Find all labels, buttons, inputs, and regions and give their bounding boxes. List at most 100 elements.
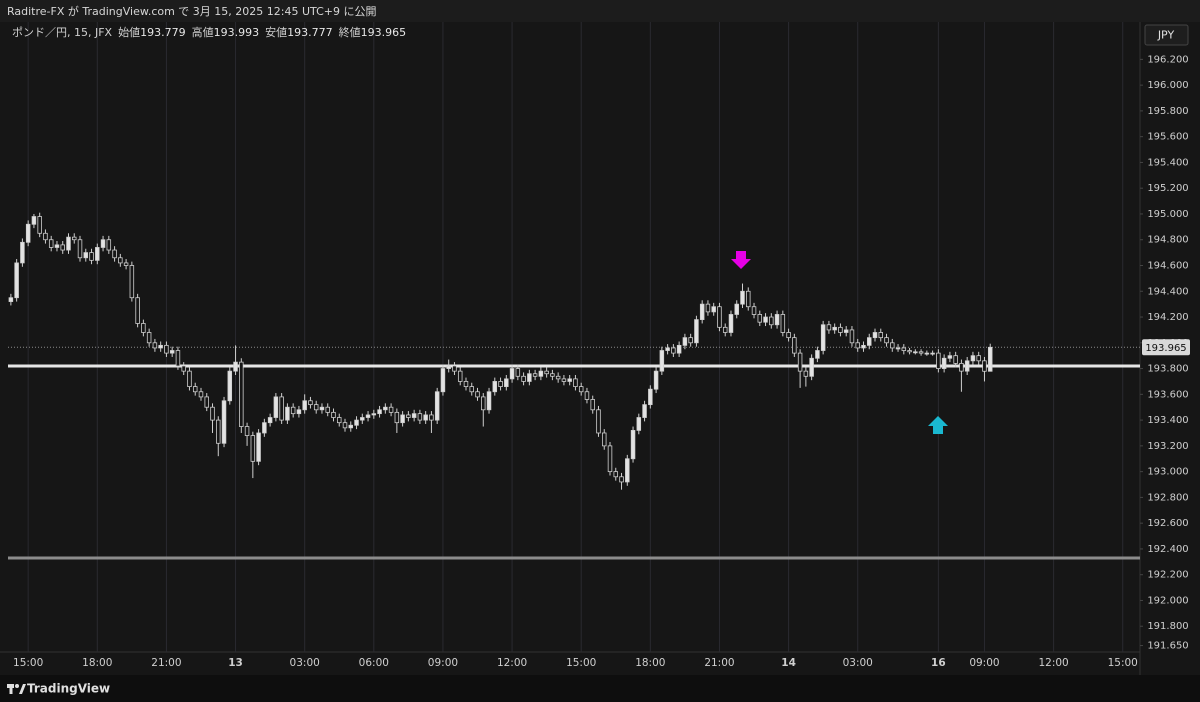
candle-body <box>429 414 434 421</box>
legend-label: 始値 <box>118 25 140 39</box>
y-tick-label: 194.200 <box>1147 312 1188 323</box>
candle-body <box>676 344 682 354</box>
candle-body <box>769 316 774 326</box>
y-tick-label: 193.000 <box>1147 467 1188 478</box>
y-tick-label: 193.200 <box>1147 441 1188 452</box>
y-tick-label: 194.600 <box>1147 260 1188 271</box>
y-tick-label: 192.200 <box>1147 570 1188 581</box>
candle-body <box>250 435 256 462</box>
candle-body <box>625 458 630 483</box>
legend-value: 193.779 <box>140 26 186 39</box>
legend-value: 193.965 <box>361 26 407 39</box>
y-tick-label: 196.200 <box>1147 54 1188 65</box>
header-text: Raditre-FX が TradingView.com で 3月 15, 20… <box>7 4 377 18</box>
candle-body <box>371 413 377 416</box>
candle-body <box>192 386 198 393</box>
currency: JPY <box>1157 29 1175 42</box>
candle-body <box>936 352 941 369</box>
candle-body <box>855 342 860 349</box>
candle-body <box>913 351 918 354</box>
candle-body <box>532 373 538 377</box>
candle-body <box>734 303 739 315</box>
x-tick-label: 18:00 <box>635 657 665 669</box>
candle-body <box>763 316 768 323</box>
x-tick-label: 21:00 <box>151 657 181 669</box>
candle-body <box>8 297 14 302</box>
candle-body <box>509 368 515 380</box>
candle-body <box>60 244 65 251</box>
candle-body <box>342 422 348 429</box>
x-tick-label: 21:00 <box>704 657 734 669</box>
candle-body <box>642 404 647 418</box>
candle-body <box>682 337 688 346</box>
candle-body <box>515 368 521 377</box>
candle-body <box>970 355 976 362</box>
y-tick-label: 195.400 <box>1147 157 1188 168</box>
candle-body <box>699 303 705 321</box>
x-tick-label: 09:00 <box>428 657 458 669</box>
candle-body <box>648 388 653 406</box>
candle-body <box>475 391 480 398</box>
x-tick-label: 15:00 <box>566 657 596 669</box>
x-tick-label: 12:00 <box>1038 657 1068 669</box>
candle-body <box>411 413 417 418</box>
candle-body <box>256 432 261 462</box>
candle-body <box>100 239 106 248</box>
y-tick-label: 194.800 <box>1147 235 1188 246</box>
candle-body <box>417 413 423 421</box>
legend-label: 高値 <box>192 25 214 39</box>
candle-body <box>578 386 584 393</box>
candle-body <box>832 326 837 331</box>
candle-body <box>152 342 158 349</box>
candle-body <box>838 326 843 333</box>
candle-body <box>360 417 365 421</box>
candle-body <box>809 357 814 377</box>
candle-body <box>901 347 907 351</box>
candle-body <box>843 329 849 333</box>
x-tick-label: 15:00 <box>1108 657 1138 669</box>
candle-body <box>711 306 716 313</box>
candle-body <box>89 252 94 261</box>
candle-body <box>112 249 117 259</box>
candle-body <box>43 232 48 241</box>
candle-body <box>705 303 711 313</box>
legend-value: 193.777 <box>287 26 333 39</box>
candle-body <box>550 373 555 377</box>
candle-body <box>630 430 636 460</box>
candle-body <box>757 314 763 323</box>
candle-body <box>567 378 572 382</box>
candle-body <box>688 337 693 344</box>
candle-body <box>446 365 451 369</box>
y-tick-label: 192.400 <box>1147 544 1188 555</box>
candle-body <box>786 332 791 339</box>
candle-body <box>406 414 411 418</box>
candle-body <box>273 396 279 418</box>
candle-body <box>440 368 446 393</box>
candle-body <box>285 406 290 421</box>
candle-body <box>746 290 751 308</box>
legend-value: 193.993 <box>214 26 260 39</box>
candle-body <box>204 396 209 408</box>
candle-body <box>279 396 284 421</box>
candle-body <box>348 424 354 429</box>
candle-body <box>296 409 302 415</box>
candle-body <box>544 370 549 375</box>
candle-body <box>878 332 884 339</box>
candle-body <box>83 252 89 259</box>
y-tick-label: 192.800 <box>1147 492 1188 503</box>
y-tick-label: 193.800 <box>1147 364 1188 375</box>
candle-body <box>694 319 699 344</box>
currency-box <box>1144 24 1189 46</box>
x-tick-label: 03:00 <box>843 657 873 669</box>
x-tick-label: 16 <box>931 657 946 669</box>
x-tick-label: 03:00 <box>290 657 320 669</box>
candle-body <box>486 391 492 411</box>
candle-body <box>37 216 42 234</box>
candle-body <box>498 381 503 388</box>
candle-body <box>377 409 382 415</box>
y-tick-label: 191.800 <box>1147 621 1188 632</box>
candle-body <box>982 360 987 372</box>
y-tick-label: 195.200 <box>1147 183 1188 194</box>
candle-body <box>527 373 532 382</box>
candle-body <box>106 239 112 251</box>
